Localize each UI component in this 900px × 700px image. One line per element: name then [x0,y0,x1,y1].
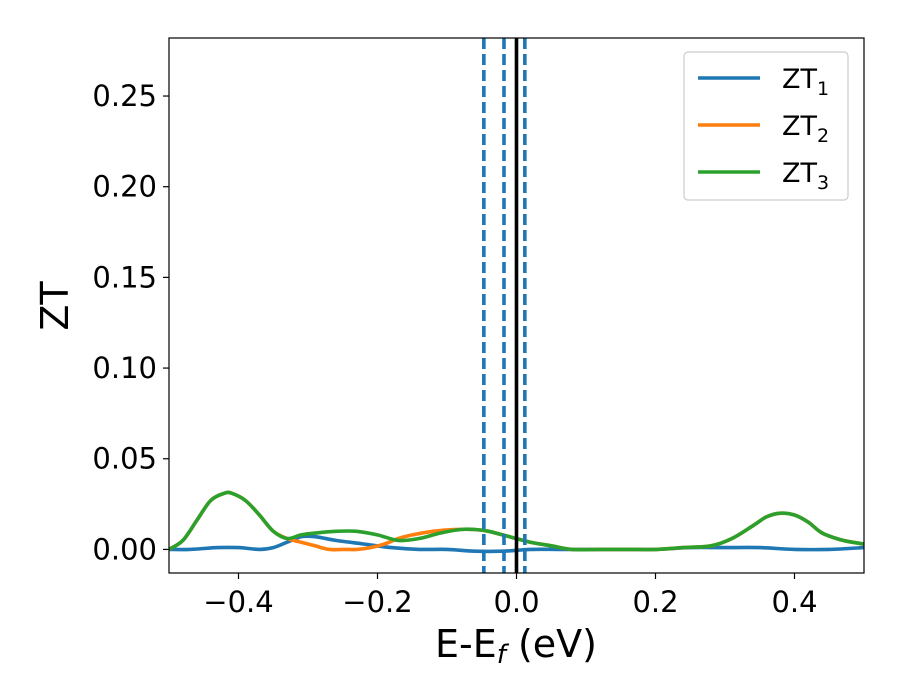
legend-label-subscript: 1 [817,78,829,100]
legend-label-zt3: ZT3 [782,158,829,194]
legend-label-subscript: 2 [817,125,829,147]
series-line-zt3 [169,490,864,552]
y-tick-label: 0.10 [92,351,157,385]
x-tick-label: −0.4 [203,585,273,619]
legend-label-subscript: 3 [817,172,829,194]
legend-label-zt1: ZT1 [782,64,829,100]
x-axis: −0.4 −0.2 0.0 0.2 0.4 [203,573,818,619]
series-layer [169,490,864,554]
y-tick-label: 0.05 [92,442,157,476]
reference-lines [482,38,527,573]
x-tick-label: 0.4 [771,585,817,619]
x-tick-label: 0.2 [632,585,678,619]
legend-frame [683,51,849,201]
x-axis-title-main: E-E [435,622,497,666]
x-tick-label: 0.0 [493,585,539,619]
y-axis-title: ZT [33,281,77,331]
y-tick-label: 0.00 [92,532,157,566]
legend-label-main: ZT [782,64,817,95]
y-tick-label: 0.15 [92,260,157,294]
legend-label-main: ZT [782,111,817,142]
x-axis-title-unit: (eV) [506,622,597,666]
x-tick-label: −0.2 [342,585,412,619]
x-axis-title: E-Ef (eV) [435,622,597,670]
y-axis: 0.00 0.05 0.10 0.15 0.20 0.25 [92,79,169,566]
legend-label-main: ZT [782,158,817,189]
legend-label-zt2: ZT2 [782,111,829,147]
y-tick-label: 0.20 [92,170,157,204]
y-tick-label: 0.25 [92,79,157,113]
series-line-zt1 [169,534,864,554]
